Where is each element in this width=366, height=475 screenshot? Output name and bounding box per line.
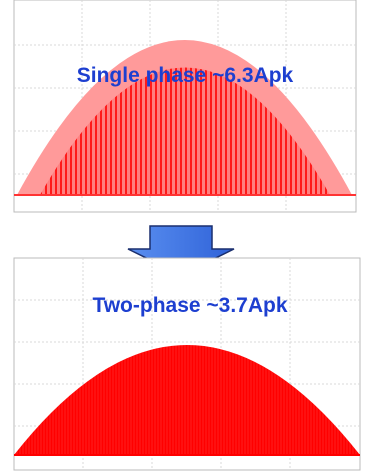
top-panel: Single phase ~6.3Apk <box>14 0 356 212</box>
page: Single phase ~6.3Apk Two-phase ~3.7Apk (… <box>0 0 366 475</box>
figure: Single phase ~6.3Apk Two-phase ~3.7Apk <box>0 0 366 475</box>
bottom-label: Two-phase ~3.7Apk <box>92 294 287 317</box>
bottom-panel: Two-phase ~3.7Apk <box>14 258 360 470</box>
top-label: Single phase ~6.3Apk <box>77 64 294 87</box>
